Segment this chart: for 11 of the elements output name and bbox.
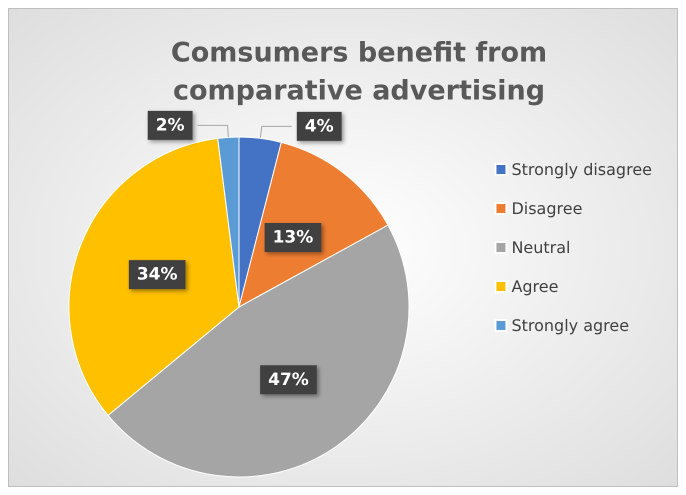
legend-label: Disagree — [511, 199, 582, 218]
legend-label: Neutral — [511, 238, 571, 257]
data-label: 34% — [136, 264, 178, 285]
data-label: 2% — [156, 115, 185, 136]
legend-label: Strongly disagree — [511, 160, 652, 179]
legend-label: Agree — [511, 277, 558, 296]
chart-title: Comsumers benefit from comparative advertising — [170, 38, 548, 106]
data-label: 13% — [272, 227, 314, 248]
data-label: 4% — [304, 116, 334, 136]
data-label: 47% — [268, 370, 309, 390]
legend-label: Strongly agree — [511, 316, 630, 335]
